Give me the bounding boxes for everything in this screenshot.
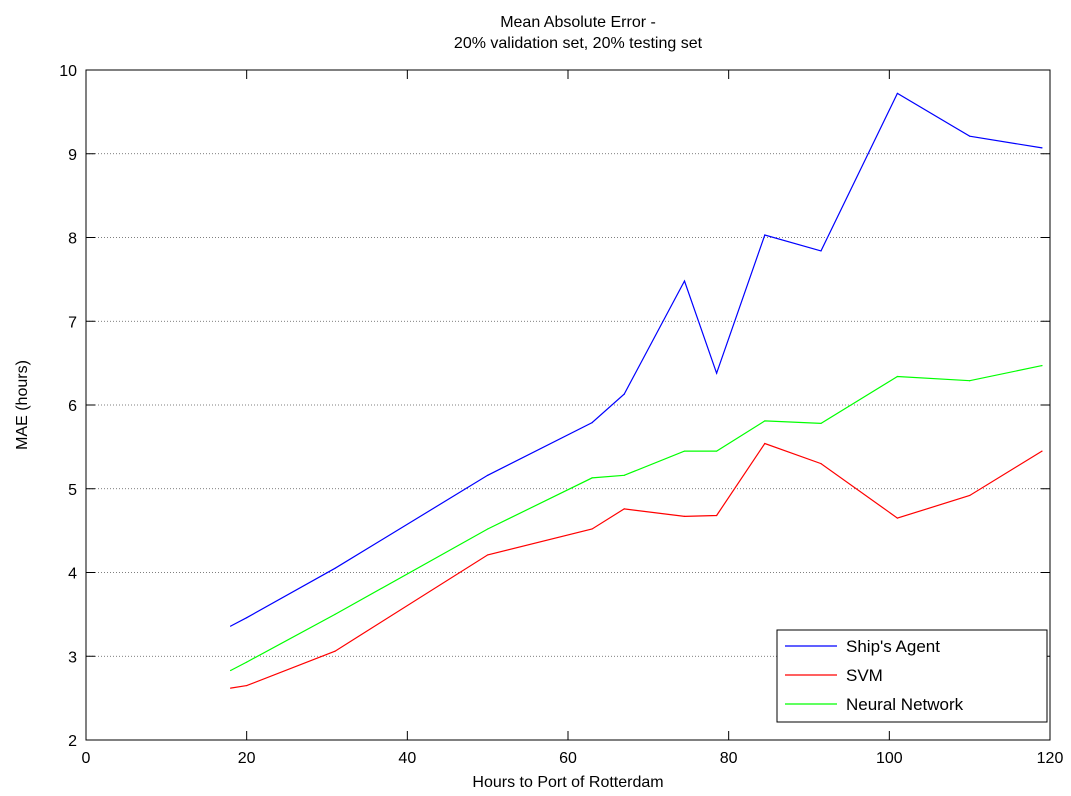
legend: Ship's Agent SVM Neural Network	[776, 629, 1048, 723]
data-point-ship-s-agent	[683, 280, 686, 282]
data-point-neural-network	[591, 477, 593, 479]
data-point-svm	[716, 514, 718, 517]
legend-label-svm: SVM	[846, 666, 883, 685]
x-tick-label: 120	[1037, 750, 1064, 767]
data-point-neural-network	[969, 380, 971, 382]
data-point-ship-s-agent	[623, 393, 625, 395]
data-point-neural-network	[716, 450, 718, 452]
y-tick-label: 3	[68, 649, 77, 666]
data-point-neural-network	[820, 422, 822, 425]
data-point-svm	[896, 517, 898, 519]
data-point-ship-s-agent	[1041, 147, 1043, 149]
y-tick-label: 8	[68, 231, 77, 248]
legend-label-ship-s-agent: Ship's Agent	[846, 637, 940, 656]
data-point-ship-s-agent	[820, 250, 822, 252]
legend-box	[776, 629, 1048, 723]
data-point-neural-network	[487, 528, 489, 530]
data-point-svm	[591, 528, 593, 530]
data-point-svm	[623, 508, 625, 510]
data-point-svm	[334, 650, 336, 652]
x-tick-label: 40	[398, 750, 416, 767]
x-axis-label: Hours to Port of Rotterdam	[472, 774, 663, 791]
chart-title-line-2: 20% validation set, 20% testing set	[454, 35, 703, 52]
data-point-neural-network	[764, 420, 766, 422]
data-point-neural-network	[683, 450, 686, 452]
data-point-ship-s-agent	[716, 372, 718, 374]
data-point-ship-s-agent	[764, 234, 766, 236]
data-point-neural-network	[230, 669, 232, 672]
legend-label-neural-network: Neural Network	[846, 695, 964, 714]
data-point-neural-network	[246, 661, 248, 663]
data-point-svm	[764, 442, 766, 445]
chart-title-line-1: Mean Absolute Error -	[500, 14, 656, 31]
x-tick-label: 0	[82, 750, 91, 767]
data-point-ship-s-agent	[896, 92, 898, 95]
data-point-neural-network	[1041, 365, 1043, 367]
y-tick-label: 5	[68, 482, 77, 499]
y-tick-label: 9	[68, 147, 77, 164]
y-tick-label: 10	[59, 63, 77, 80]
x-tick-label: 100	[876, 750, 903, 767]
series-line-neural-network	[230, 365, 1043, 672]
data-point-svm	[487, 554, 489, 556]
x-tick-label: 20	[238, 750, 256, 767]
data-point-svm	[1041, 450, 1043, 452]
data-point-ship-s-agent	[334, 567, 336, 569]
data-point-ship-s-agent	[487, 474, 489, 476]
data-point-svm	[246, 684, 248, 687]
y-tick-label: 4	[68, 566, 77, 583]
y-axis-label: MAE (hours)	[14, 360, 31, 450]
data-point-neural-network	[334, 613, 336, 615]
data-point-neural-network	[896, 375, 898, 378]
data-point-svm	[820, 463, 822, 465]
y-tick-label: 7	[68, 314, 77, 331]
series-lines	[230, 92, 1043, 689]
series-line-ship-s-agent	[230, 92, 1043, 627]
data-point-svm	[230, 687, 232, 689]
data-point-svm	[683, 515, 686, 517]
y-tick-label: 6	[68, 398, 77, 415]
data-point-ship-s-agent	[591, 421, 593, 424]
legend-entries: Ship's Agent SVM Neural Network	[785, 637, 964, 714]
data-point-svm	[969, 494, 971, 497]
x-tick-label: 80	[720, 750, 738, 767]
y-tick-label: 2	[68, 733, 77, 750]
data-point-ship-s-agent	[230, 625, 232, 627]
data-point-neural-network	[623, 474, 625, 476]
data-point-ship-s-agent	[969, 135, 971, 137]
x-tick-label: 60	[559, 750, 577, 767]
gridlines	[86, 153, 1050, 657]
data-point-ship-s-agent	[246, 617, 248, 619]
